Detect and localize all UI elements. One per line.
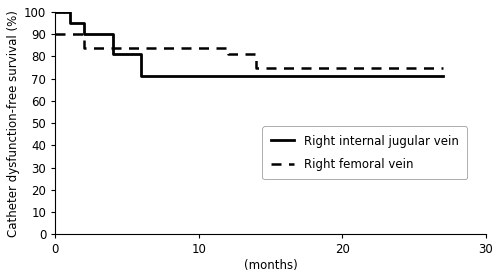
Right internal jugular vein	[440, 75, 446, 78]
Y-axis label: Catheter dysfunction-free survival (%): Catheter dysfunction-free survival (%)	[7, 10, 20, 237]
Right femoral vein	[253, 52, 259, 56]
Line: Right femoral vein: Right femoral vein	[56, 34, 442, 68]
Right internal jugular vein	[110, 52, 116, 56]
Right femoral vein	[224, 46, 230, 49]
Right internal jugular vein	[81, 21, 87, 25]
Right internal jugular vein	[196, 75, 202, 78]
Right internal jugular vein	[66, 21, 72, 25]
Right internal jugular vein	[110, 32, 116, 36]
Right femoral vein	[81, 46, 87, 49]
Right femoral vein	[81, 32, 87, 36]
Right internal jugular vein	[52, 10, 59, 14]
Right internal jugular vein	[196, 75, 202, 78]
Right femoral vein	[253, 66, 259, 69]
Right internal jugular vein	[138, 75, 144, 78]
Right femoral vein	[440, 66, 446, 69]
Right femoral vein	[110, 46, 116, 49]
Right femoral vein	[110, 46, 116, 49]
Right internal jugular vein	[138, 52, 144, 56]
Right femoral vein	[52, 32, 59, 36]
Right internal jugular vein	[66, 10, 72, 14]
Right femoral vein	[224, 52, 230, 56]
X-axis label: (months): (months)	[244, 259, 298, 272]
Legend: Right internal jugular vein, Right femoral vein: Right internal jugular vein, Right femor…	[262, 126, 467, 179]
Line: Right internal jugular vein: Right internal jugular vein	[56, 12, 442, 76]
Right internal jugular vein	[81, 32, 87, 36]
